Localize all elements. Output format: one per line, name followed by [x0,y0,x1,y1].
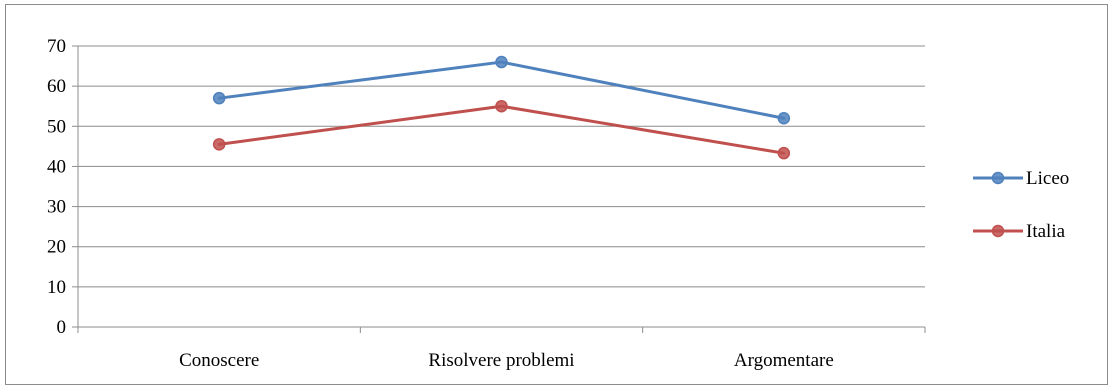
series-liceo [212,55,791,125]
legend-item-italia: Italia [973,221,1066,242]
x-axis-category-labels: Conoscere Risolvere problemi Argomentare [77,327,926,371]
series-italia [212,99,791,160]
series-line [217,104,786,155]
y-tick-label: 20 [47,237,66,258]
y-tick-label: 60 [47,76,66,97]
data-point [212,138,226,151]
y-tick-label: 0 [57,317,67,338]
x-category-label: Argomentare [734,350,834,371]
legend-item-liceo: Liceo [973,168,1069,189]
gridlines [72,45,925,328]
y-tick-label: 50 [47,116,66,137]
y-tick-label: 10 [47,277,66,298]
y-tick-label: 40 [47,156,66,177]
axes [77,46,925,328]
series [212,55,791,160]
data-point [777,146,791,160]
legend-label: Italia [1026,221,1066,242]
data-point [495,55,508,69]
chart-frame [5,4,1108,385]
data-point [777,112,791,125]
data-point [495,99,508,113]
legend: Liceo Italia [973,168,1069,242]
y-tick-label: 30 [47,197,66,218]
x-category-label: Risolvere problemi [428,350,574,371]
y-axis-tick-labels: 0 10 20 30 40 50 60 70 [47,36,66,338]
legend-swatch-marker [991,171,1005,185]
legend-label: Liceo [1026,168,1069,189]
x-category-label: Conoscere [179,350,259,371]
legend-swatch-marker [991,224,1005,238]
data-point [212,91,226,105]
y-tick-label: 70 [47,36,66,57]
